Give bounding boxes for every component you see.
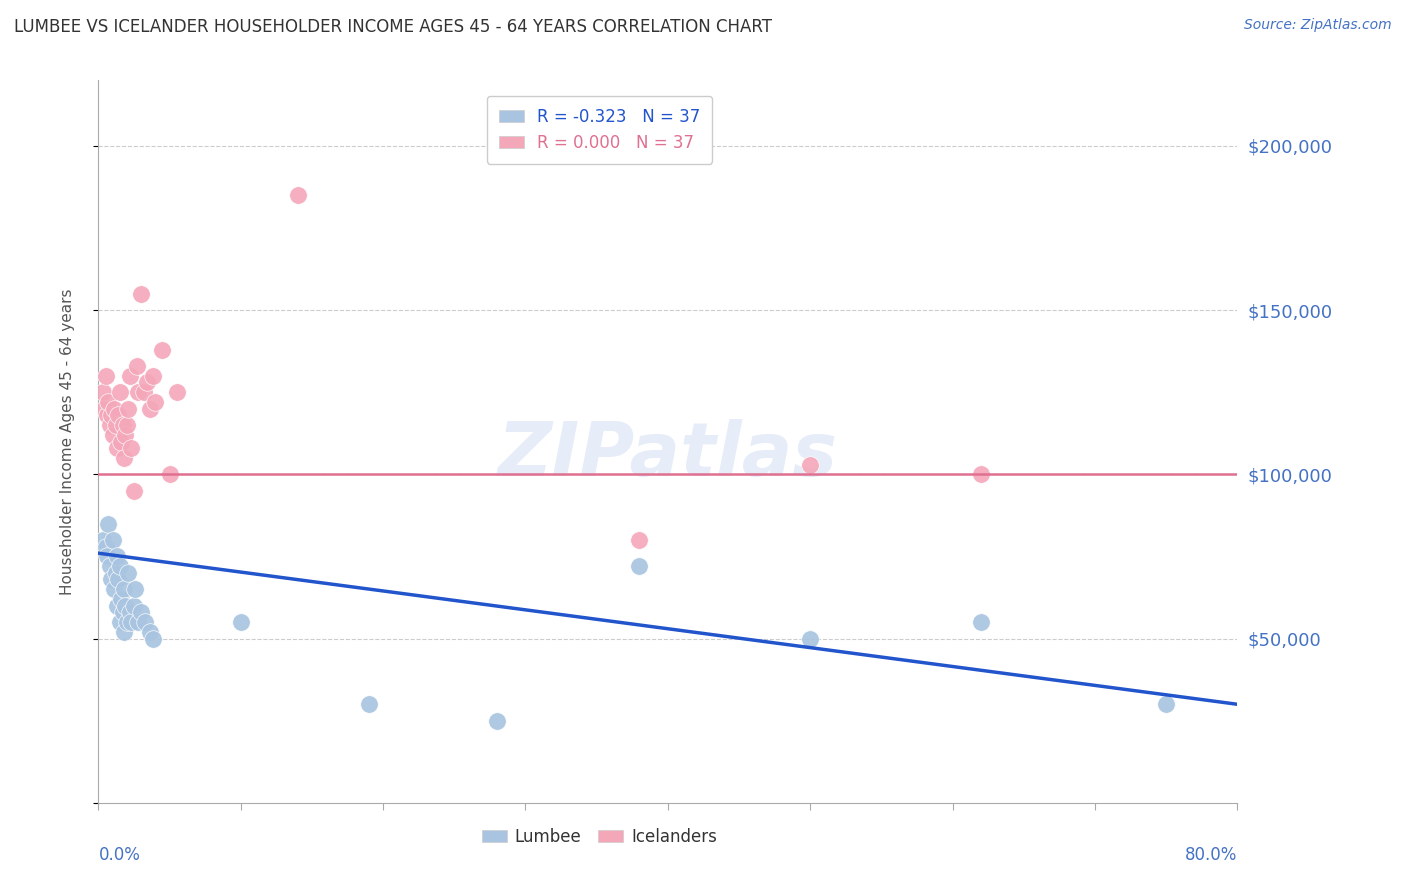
Point: [94, 368, 117, 383]
Point: [96, 409, 118, 423]
Point: [112, 450, 135, 465]
Point: [115, 418, 138, 433]
Point: [799, 458, 821, 472]
Point: [129, 605, 152, 619]
Point: [107, 409, 129, 423]
Text: ZIPatlas: ZIPatlas: [498, 419, 838, 492]
Point: [122, 599, 145, 613]
Point: [159, 467, 181, 482]
Point: [117, 566, 139, 580]
Point: [101, 533, 124, 547]
Text: Source: ZipAtlas.com: Source: ZipAtlas.com: [1244, 18, 1392, 32]
Point: [104, 418, 127, 433]
Point: [970, 467, 993, 482]
Point: [152, 343, 174, 357]
Point: [628, 559, 651, 574]
Point: [112, 625, 135, 640]
Point: [111, 418, 134, 433]
Point: [125, 359, 148, 373]
Point: [138, 401, 160, 416]
Point: [118, 368, 141, 383]
Point: [357, 698, 380, 712]
Point: [124, 582, 146, 597]
Point: [103, 401, 125, 416]
Point: [105, 549, 128, 564]
Point: [120, 615, 142, 630]
Point: [141, 368, 163, 383]
Point: [287, 188, 309, 202]
Point: [91, 533, 114, 547]
Point: [229, 615, 252, 630]
Point: [145, 395, 167, 409]
Point: [108, 615, 131, 630]
Point: [111, 605, 134, 619]
Point: [114, 428, 136, 442]
Point: [110, 592, 132, 607]
Point: [132, 385, 155, 400]
Point: [628, 533, 651, 547]
Point: [100, 573, 122, 587]
Text: LUMBEE VS ICELANDER HOUSEHOLDER INCOME AGES 45 - 64 YEARS CORRELATION CHART: LUMBEE VS ICELANDER HOUSEHOLDER INCOME A…: [14, 18, 772, 36]
Y-axis label: Householder Income Ages 45 - 64 years: Householder Income Ages 45 - 64 years: [60, 288, 75, 595]
Point: [101, 428, 124, 442]
Point: [166, 385, 188, 400]
Point: [117, 401, 139, 416]
Point: [104, 566, 127, 580]
Point: [135, 376, 157, 390]
Text: 0.0%: 0.0%: [98, 847, 141, 864]
Point: [134, 615, 156, 630]
Point: [112, 582, 135, 597]
Point: [120, 441, 142, 455]
Point: [91, 385, 114, 400]
Point: [105, 599, 128, 613]
Point: [1154, 698, 1177, 712]
Point: [115, 615, 138, 630]
Point: [93, 401, 115, 416]
Point: [799, 632, 821, 646]
Point: [108, 559, 131, 574]
Point: [94, 540, 117, 554]
Text: 80.0%: 80.0%: [1185, 847, 1237, 864]
Point: [98, 559, 121, 574]
Point: [122, 483, 145, 498]
Point: [118, 605, 141, 619]
Point: [970, 615, 993, 630]
Legend: Lumbee, Icelanders: Lumbee, Icelanders: [475, 821, 724, 852]
Point: [100, 409, 122, 423]
Point: [129, 286, 152, 301]
Point: [141, 632, 163, 646]
Point: [486, 714, 509, 728]
Point: [97, 516, 120, 531]
Point: [127, 615, 149, 630]
Point: [114, 599, 136, 613]
Point: [138, 625, 160, 640]
Point: [107, 573, 129, 587]
Point: [98, 418, 121, 433]
Point: [105, 441, 128, 455]
Point: [103, 582, 125, 597]
Point: [108, 385, 131, 400]
Point: [127, 385, 149, 400]
Point: [96, 549, 118, 564]
Point: [97, 395, 120, 409]
Point: [110, 434, 132, 449]
